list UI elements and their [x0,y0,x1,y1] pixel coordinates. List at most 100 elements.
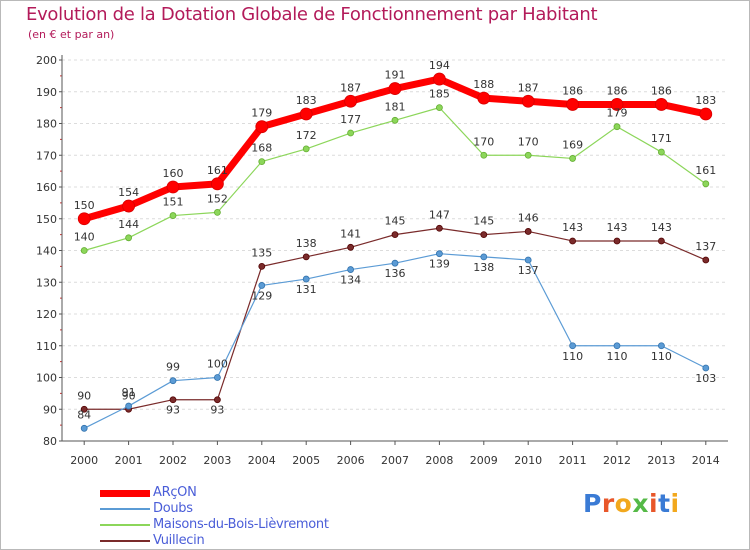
data-label-0: 188 [473,78,494,91]
data-label-1: 139 [429,258,450,271]
data-point-2 [613,123,621,131]
logo-letter: o [614,489,633,518]
data-point-3 [569,237,576,245]
data-point-1 [658,342,665,350]
data-label-3: 90 [122,389,136,402]
data-point-2 [169,212,177,219]
x-tick-label: 2006 [337,454,365,467]
data-point-0 [477,91,491,105]
x-tick-label: 2014 [692,454,720,467]
data-point-2 [435,104,443,112]
data-label-2: 170 [518,135,539,148]
y-tick-label: 170 [36,149,57,162]
data-label-0: 186 [651,84,672,97]
legend-label-maisons: Maisons-du-Bois-Lièvremont [153,517,329,532]
legend-swatch-arcon [100,489,150,497]
data-label-1: 129 [251,289,272,302]
legend-item-maisons: Maisons-du-Bois-Lièvremont [100,517,400,533]
data-point-2 [658,148,665,156]
series-line-3 [84,227,707,410]
data-point-0 [166,180,180,194]
data-point-1 [480,253,488,261]
data-label-0: 160 [163,167,184,180]
data-point-2 [302,145,310,153]
logo-letter: i [670,489,680,518]
data-label-2: 185 [429,88,450,101]
data-label-1: 103 [695,372,716,385]
data-label-0: 183 [695,94,716,107]
legend-label-arcon: ARçON [153,485,197,500]
x-tick-label: 2004 [248,454,276,467]
y-tick-label: 190 [36,86,57,99]
x-tick-label: 2005 [292,454,320,467]
y-tick-label: 150 [36,213,57,226]
data-point-1 [391,259,399,267]
data-point-3 [702,256,710,264]
data-point-3 [613,237,621,245]
data-point-3 [524,228,532,235]
data-label-3: 143 [651,221,672,234]
legend-item-arcon: ARçON [100,485,400,501]
data-label-0: 187 [340,81,361,94]
data-label-2: 144 [118,218,139,231]
data-label-2: 172 [296,129,317,142]
chart-title: Evolution de la Dotation Globale de Fonc… [26,4,598,25]
data-label-1: 91 [122,386,136,399]
data-point-3 [435,224,443,232]
proxiti-logo: Proxiti [583,489,680,518]
data-point-3 [80,405,88,413]
data-point-3 [258,262,266,270]
data-label-2: 168 [251,142,272,155]
x-tick-label: 2009 [470,454,498,467]
data-point-1 [613,342,621,350]
data-point-1 [347,266,355,273]
data-point-0 [210,177,224,191]
y-tick-label: 120 [36,308,57,321]
legend-label-vuillecin: Vuillecin [153,533,205,548]
y-tick-label: 140 [36,245,57,258]
data-point-0 [299,107,313,121]
logo-letter: t [658,489,671,518]
data-label-2: 171 [651,132,672,145]
data-label-1: 136 [385,267,406,280]
chart-subtitle: (en € et par an) [28,28,115,41]
logo-letter: x [632,489,649,518]
data-point-0 [255,120,269,134]
data-label-0: 194 [429,59,450,72]
data-label-0: 150 [74,199,95,212]
data-label-0: 183 [296,94,317,107]
data-point-1 [125,402,133,410]
data-point-0 [77,212,91,226]
data-point-2 [258,158,266,166]
data-point-3 [213,396,221,404]
data-label-0: 154 [118,186,139,199]
data-point-2 [569,155,576,162]
logo-letter: r [601,489,615,518]
data-label-3: 143 [562,221,583,234]
data-label-0: 186 [562,84,583,97]
data-point-2 [213,208,221,216]
data-label-3: 145 [473,215,494,228]
data-label-3: 135 [251,246,272,259]
x-tick-label: 2013 [647,454,675,467]
data-label-1: 110 [607,350,628,363]
data-label-3: 93 [166,404,180,417]
data-label-2: 152 [207,192,228,205]
x-tick-label: 2011 [559,454,587,467]
data-label-2: 161 [695,164,716,177]
y-tick-label: 110 [36,340,57,353]
data-point-1 [302,275,310,283]
x-tick-label: 2002 [159,454,187,467]
data-label-1: 99 [166,361,180,374]
data-label-3: 146 [518,211,539,224]
data-label-1: 137 [518,264,539,277]
data-point-2 [702,180,710,188]
data-point-3 [391,231,399,239]
data-point-1 [569,342,576,350]
data-label-3: 93 [210,404,224,417]
data-label-2: 177 [340,113,361,126]
data-point-3 [480,231,488,239]
data-point-0 [388,82,402,95]
data-point-0 [344,94,358,108]
